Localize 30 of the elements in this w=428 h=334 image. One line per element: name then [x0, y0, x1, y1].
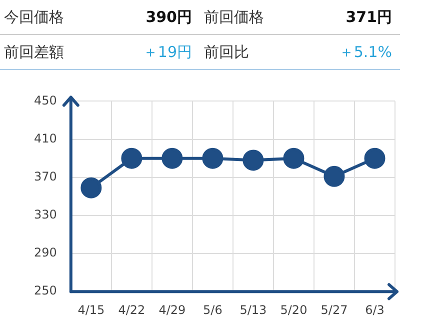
point: [242, 150, 264, 171]
x-tick-label: 5/20: [280, 302, 308, 317]
x-tick-label: 5/13: [240, 302, 267, 317]
y-tick-label: 450: [34, 93, 57, 108]
x-tick-label: 4/15: [78, 302, 105, 317]
point: [121, 148, 142, 169]
y-tick-label: 410: [34, 131, 57, 146]
x-tick-label: 4/29: [158, 302, 186, 317]
x-tick-label: 4/22: [118, 302, 146, 317]
point: [324, 166, 345, 187]
y-tick-label: 330: [34, 208, 57, 222]
point: [202, 148, 224, 169]
point: [283, 148, 304, 169]
point: [80, 177, 102, 198]
text: 390円: [146, 8, 192, 26]
text: 前回価格: [204, 8, 264, 26]
text: 今回価格: [4, 8, 64, 26]
text: ＋19円: [142, 42, 192, 62]
text: 371円: [346, 8, 392, 26]
text: ＋5.1%: [338, 42, 392, 62]
text: 前回差額: [4, 42, 64, 62]
x-tick-label: 5/6: [203, 302, 222, 317]
y-tick-label: 250: [34, 284, 57, 298]
x-tick-label: 6/3: [365, 302, 384, 317]
x-tick-label: 5/27: [320, 302, 348, 317]
y-tick-label: 370: [34, 169, 57, 184]
text: 前回比: [204, 42, 249, 62]
point: [364, 148, 386, 169]
point: [162, 148, 183, 169]
y-tick-label: 290: [34, 246, 57, 260]
